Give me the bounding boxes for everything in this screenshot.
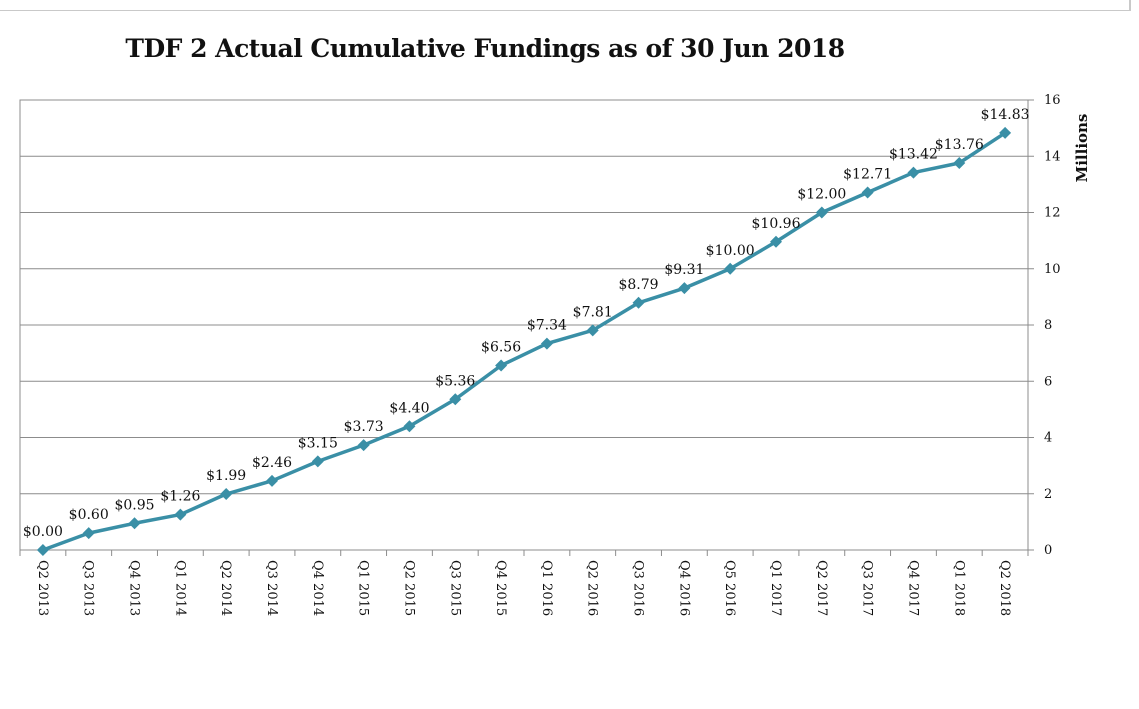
data-label: $7.34 bbox=[527, 318, 567, 334]
x-tick-label: Q2 2013 bbox=[35, 560, 50, 616]
data-point-marker bbox=[266, 474, 278, 487]
series-line bbox=[42, 131, 1007, 552]
x-tick-label: Q4 2013 bbox=[127, 560, 142, 616]
data-point-marker bbox=[540, 337, 553, 350]
x-tick-label: Q4 2017 bbox=[905, 560, 920, 616]
y-tick-label: 16 bbox=[1044, 93, 1061, 108]
data-label: $7.81 bbox=[573, 304, 613, 320]
data-point-marker bbox=[999, 126, 1012, 139]
y-tick-label: 14 bbox=[1044, 149, 1061, 164]
data-label: $2.46 bbox=[252, 455, 292, 471]
x-tick-label: Q3 2015 bbox=[447, 560, 462, 616]
y-tick-label: 12 bbox=[1044, 206, 1061, 221]
data-point-marker bbox=[724, 262, 737, 275]
window-frame-corner bbox=[1129, 0, 1139, 10]
data-label: $9.31 bbox=[664, 262, 704, 278]
data-point-marker bbox=[82, 527, 95, 540]
x-tick-label: Q2 2017 bbox=[814, 560, 829, 616]
data-point-marker bbox=[495, 359, 508, 372]
data-label: $0.95 bbox=[114, 497, 154, 513]
data-point-marker bbox=[220, 488, 233, 501]
x-axis-ticks: Q2 2013 Q3 2013 Q4 2013 Q1 2014 Q2 2014 Q3 20… bbox=[19, 550, 1029, 616]
data-label: $13.42 bbox=[889, 147, 938, 163]
x-tick-label: Q3 2016 bbox=[631, 560, 646, 616]
y-tick-label: 0 bbox=[1044, 543, 1052, 558]
x-tick-label: Q3 2017 bbox=[860, 560, 875, 616]
data-label: $6.56 bbox=[481, 340, 521, 356]
data-point-marker bbox=[770, 235, 782, 248]
data-point-marker bbox=[403, 420, 416, 433]
x-tick-label: Q5 2016 bbox=[722, 560, 737, 616]
x-tick-label: Q2 2014 bbox=[218, 560, 233, 616]
y-tick-label: 2 bbox=[1044, 487, 1052, 502]
x-tick-label: Q4 2014 bbox=[310, 560, 325, 616]
data-point-marker bbox=[449, 393, 462, 406]
y-tick-label: 6 bbox=[1044, 374, 1052, 389]
data-label: $8.79 bbox=[618, 277, 658, 293]
data-label: $13.76 bbox=[935, 137, 984, 153]
data-label: $12.00 bbox=[797, 187, 846, 203]
y-tick-label: 8 bbox=[1044, 318, 1052, 333]
data-point-marker bbox=[632, 296, 645, 309]
data-label: $3.73 bbox=[344, 419, 384, 435]
data-point-marker bbox=[311, 455, 324, 468]
y-tick-label: 10 bbox=[1044, 262, 1061, 277]
y-axis-unit-label: Millions bbox=[1073, 114, 1091, 183]
data-label: $1.99 bbox=[206, 468, 246, 484]
data-point-marker bbox=[128, 517, 141, 530]
data-point-marker bbox=[586, 324, 599, 337]
data-label: $14.83 bbox=[981, 107, 1030, 123]
data-label: $5.36 bbox=[435, 373, 475, 389]
chart-title: TDF 2 Actual Cumulative Fundings as of 3… bbox=[125, 34, 845, 63]
data-label: $0.00 bbox=[23, 524, 63, 540]
data-label: $10.96 bbox=[752, 216, 801, 232]
data-point-marker bbox=[357, 439, 370, 452]
x-tick-label: Q1 2014 bbox=[172, 560, 187, 616]
x-tick-label: Q4 2016 bbox=[676, 560, 691, 616]
y-axis-ticks: 0 2 4 6 8 10 12 14 16 bbox=[1028, 93, 1061, 558]
data-label: $1.26 bbox=[160, 489, 200, 505]
x-tick-label: Q1 2018 bbox=[951, 560, 966, 616]
x-tick-label: Q2 2018 bbox=[997, 560, 1012, 616]
x-tick-label: Q1 2015 bbox=[356, 560, 371, 616]
series-markers bbox=[36, 126, 1012, 556]
data-point-marker bbox=[174, 508, 187, 521]
data-point-marker bbox=[815, 206, 828, 219]
x-tick-label: Q1 2016 bbox=[539, 560, 554, 616]
data-label: $4.40 bbox=[389, 400, 429, 416]
x-tick-label: Q2 2015 bbox=[401, 560, 416, 616]
data-point-marker bbox=[907, 166, 920, 179]
data-label: $12.71 bbox=[843, 167, 892, 183]
data-label: $0.60 bbox=[69, 507, 109, 523]
data-point-marker bbox=[678, 282, 691, 295]
window-frame-edge bbox=[0, 0, 1131, 11]
data-point-marker bbox=[36, 544, 49, 556]
data-labels: $0.00 $0.60 $0.95 $1.26 $1.99 $2.46 $3.15 $3.73… bbox=[23, 107, 1030, 540]
data-point-marker bbox=[861, 186, 874, 199]
x-tick-label: Q1 2017 bbox=[768, 560, 783, 616]
data-label: $10.00 bbox=[706, 243, 755, 259]
x-tick-label: Q4 2015 bbox=[493, 560, 508, 616]
x-tick-label: Q3 2014 bbox=[264, 560, 279, 616]
x-tick-label: Q2 2016 bbox=[585, 560, 600, 616]
y-tick-label: 4 bbox=[1044, 431, 1052, 446]
data-label: $3.15 bbox=[298, 435, 338, 451]
data-point-marker bbox=[953, 157, 966, 169]
x-tick-label: Q3 2013 bbox=[81, 560, 96, 616]
